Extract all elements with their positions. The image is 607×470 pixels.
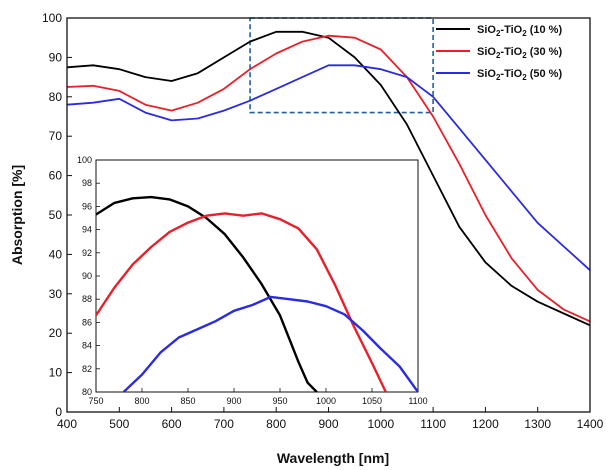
x-tick-label: 1100 [420,417,446,431]
inset-y-tick-label: 88 [82,294,92,304]
inset-y-tick-label: 94 [82,225,92,235]
inset-series-line-1 [96,195,318,392]
inset-x-tick-label: 850 [180,396,195,406]
x-axis-title: Wavelength [nm] [277,450,389,466]
x-tick-label: 1400 [577,417,604,431]
y-tick-label: 90 [49,50,63,64]
x-tick-label: 1300 [524,417,551,431]
legend: SiO2-TiO2 (10 %) SiO2-TiO2 (30 %) SiO2-TiO… [436,24,562,82]
inset-x-tick-label: 750 [88,396,103,406]
x-tick-label: 500 [109,417,129,431]
inset-y-tick-label: 86 [82,317,92,327]
x-tick-label: 1000 [367,417,394,431]
inset-y-tick-label: 98 [82,178,92,188]
x-tick-label: 1200 [472,417,499,431]
inset-y-tick-label: 100 [77,155,92,165]
y-tick-label: 80 [49,90,63,104]
y-tick-label: 100 [42,11,62,25]
y-tick-label: 40 [49,247,63,261]
x-tick-label: 400 [57,417,77,431]
series-line-3 [66,64,591,271]
main-axes: 400 500 600 700 800 900 1000 1100 1200 1300 1400 0 1… [42,11,604,431]
x-tick-label: 900 [318,417,338,431]
legend-label-3: SiO2-TiO2 (50 %) [477,68,562,82]
inset-x-tick-label: 800 [134,396,149,406]
y-tick-label: 60 [49,169,63,183]
y-tick-label: 70 [49,129,63,143]
inset-y-tick-label: 90 [82,271,92,281]
inset-y-tick-label: 92 [82,248,92,258]
inset-x-tick-label: 900 [226,396,241,406]
x-tick-label: 800 [266,417,286,431]
x-tick-label: 700 [214,417,234,431]
inset-x-tick-label: 1050 [362,396,382,406]
inset-series-line-3 [122,295,418,392]
y-tick-label: 20 [49,326,63,340]
inset-x-tick-label: 950 [272,396,287,406]
y-axis-title: Absorption [%] [9,165,25,265]
y-tick-label: 30 [49,287,63,301]
legend-label-1: SiO2-TiO2 (10 %) [477,24,562,38]
y-tick-label: 0 [55,405,62,419]
inset-x-tick-label: 1000 [316,396,336,406]
inset-series-line-2 [96,212,387,392]
series-line-2 [66,34,591,323]
inset-x-tick-label: 1100 [408,396,427,406]
inset-y-tick-label: 84 [82,341,92,351]
x-tick-label: 600 [162,417,182,431]
y-tick-label: 50 [49,208,63,222]
series-line-1 [66,30,591,327]
inset-y-tick-label: 96 [82,201,92,211]
inset-chart: 750 800 850 900 950 1000 1050 1100 80 82 84 86 88 90 9… [77,155,428,406]
y-tick-label: 10 [49,366,63,380]
inset-y-tick-label: 80 [82,387,92,397]
legend-label-2: SiO2-TiO2 (30 %) [477,46,562,60]
inset-y-tick-label: 82 [82,364,92,374]
main-series-group [66,30,591,327]
